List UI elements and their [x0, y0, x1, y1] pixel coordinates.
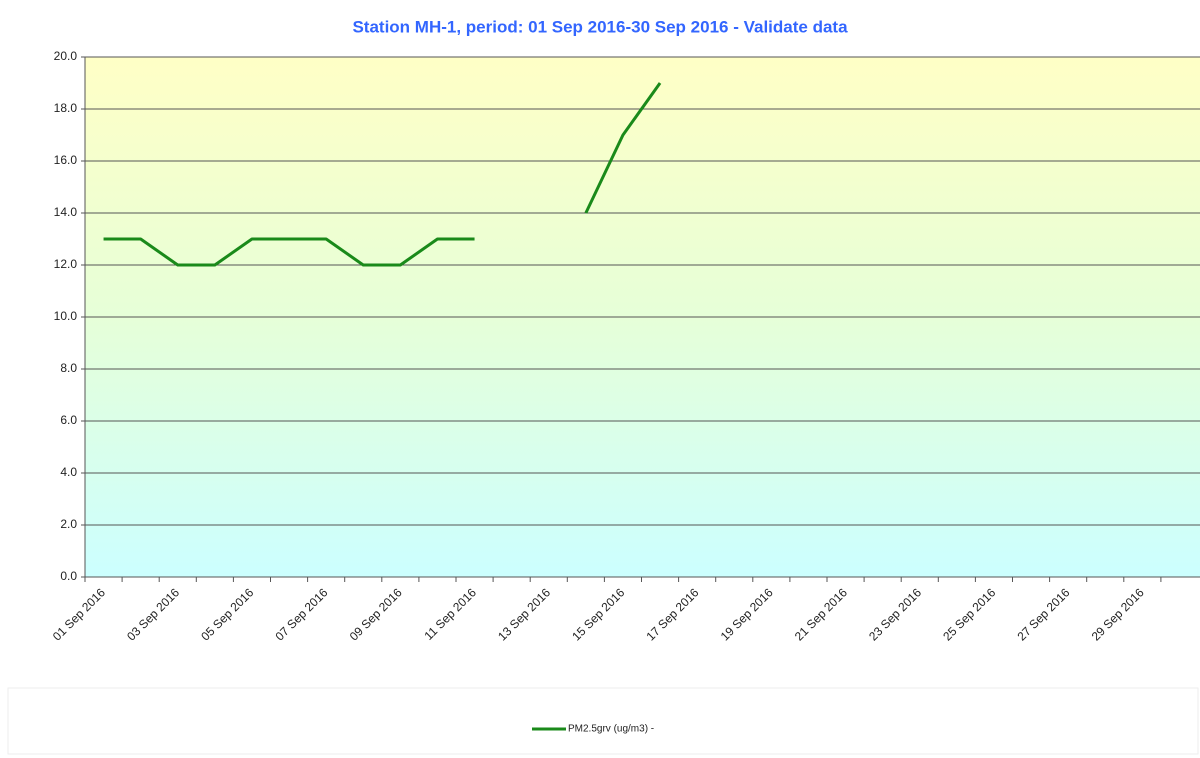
y-tick-label: 4.0	[60, 465, 77, 479]
x-tick-label: 29 Sep 2016	[1089, 585, 1147, 643]
x-tick-label: 25 Sep 2016	[940, 585, 998, 643]
x-tick-label: 01 Sep 2016	[50, 585, 108, 643]
y-tick-label: 8.0	[60, 361, 77, 375]
y-tick-label: 18.0	[54, 101, 78, 115]
x-tick-label: 11 Sep 2016	[422, 585, 480, 643]
y-tick-label: 12.0	[54, 257, 78, 271]
x-tick-label: 13 Sep 2016	[495, 585, 553, 643]
data-line	[103, 82, 662, 267]
x-tick-label: 05 Sep 2016	[198, 585, 256, 643]
x-tick-label: 07 Sep 2016	[272, 585, 330, 643]
chart-title: Station MH-1, period: 01 Sep 2016-30 Sep…	[352, 17, 848, 36]
x-tick-label: 27 Sep 2016	[1014, 585, 1072, 643]
y-tick-label: 6.0	[60, 413, 77, 427]
x-tick-label: 03 Sep 2016	[124, 585, 182, 643]
legend-box	[7, 687, 1199, 755]
y-tick-label: 16.0	[54, 153, 78, 167]
x-tick-label: 21 Sep 2016	[792, 585, 850, 643]
y-tick-label: 0.0	[60, 569, 77, 583]
y-tick-label: 10.0	[54, 309, 78, 323]
y-tick-label: 20.0	[54, 49, 78, 63]
legend-label: PM2.5grv (ug/m3) -	[568, 724, 654, 735]
x-tick-label: 23 Sep 2016	[866, 585, 924, 643]
x-tick-label: 17 Sep 2016	[643, 585, 701, 643]
y-tick-label: 14.0	[54, 205, 78, 219]
y-tick-label: 2.0	[60, 517, 77, 531]
x-tick-label: 09 Sep 2016	[347, 585, 405, 643]
x-tick-label: 15 Sep 2016	[569, 585, 627, 643]
x-tick-label: 19 Sep 2016	[718, 585, 776, 643]
